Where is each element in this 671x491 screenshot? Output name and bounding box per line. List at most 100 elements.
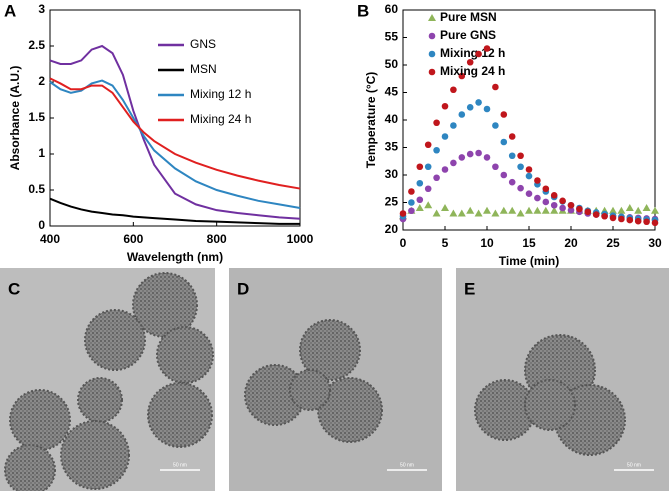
point [475, 50, 482, 58]
point [542, 185, 550, 193]
point [525, 166, 533, 173]
legend-label: Mixing 12 h [190, 87, 251, 101]
legend-label: MSN [190, 62, 217, 76]
point [492, 83, 499, 91]
y-axis-label: Absorbance (A.U.) [8, 66, 22, 171]
point [625, 204, 634, 211]
point [500, 138, 508, 146]
point [534, 177, 541, 184]
point [483, 154, 491, 161]
point [416, 163, 424, 171]
point [584, 208, 592, 216]
point [617, 206, 626, 214]
point [592, 211, 600, 218]
point [424, 163, 432, 171]
point [542, 198, 550, 206]
legend-swatch [428, 14, 436, 21]
point [449, 209, 458, 217]
point [508, 206, 517, 214]
point [651, 206, 659, 214]
point [483, 45, 491, 52]
scale-label: 50 nm [173, 462, 187, 468]
x-tick-label: 600 [123, 232, 143, 246]
point [408, 207, 415, 215]
point [450, 86, 457, 94]
x-tick-label: 10 [480, 236, 494, 250]
y-tick-label: 50 [385, 57, 399, 71]
point [601, 212, 608, 220]
point [416, 179, 424, 187]
point [634, 206, 643, 214]
scale-label: 50 nm [400, 462, 414, 468]
point [550, 192, 558, 199]
y-tick-label: 20 [385, 222, 399, 236]
point [559, 204, 566, 212]
point [559, 197, 566, 205]
line-series [49, 77, 301, 190]
point [508, 133, 516, 140]
point [458, 111, 466, 118]
x-tick-label: 20 [564, 236, 578, 250]
point [415, 204, 424, 211]
point [458, 154, 466, 161]
y-tick-label: 55 [385, 30, 399, 44]
point [525, 172, 533, 180]
legend-label: GNS [190, 37, 216, 51]
y-tick-label: 0.5 [28, 182, 45, 196]
line-series [49, 79, 301, 209]
point [466, 206, 475, 214]
point [508, 152, 516, 160]
legend-label: Mixing 24 h [190, 112, 251, 126]
tem-e [456, 268, 669, 491]
plot-frame [402, 9, 656, 231]
point [450, 159, 457, 167]
x-tick-label: 25 [606, 236, 620, 250]
point [450, 122, 457, 129]
panel-label: E [464, 279, 475, 298]
point [492, 122, 499, 129]
legend-label: Pure GNS [440, 28, 496, 42]
point [643, 218, 650, 226]
point [499, 206, 508, 214]
point [433, 119, 440, 127]
point [483, 105, 491, 113]
point [399, 210, 407, 217]
point [550, 206, 559, 214]
point [432, 209, 441, 217]
y-tick-label: 60 [385, 2, 399, 16]
point [466, 58, 474, 66]
y-tick-label: 30 [385, 167, 399, 181]
point [474, 209, 483, 217]
legend-label: Mixing 24 h [440, 64, 505, 78]
x-tick-label: 400 [40, 232, 60, 246]
legend-label: Mixing 12 h [440, 46, 505, 60]
legend-swatch [428, 50, 436, 58]
point [424, 141, 432, 149]
point [433, 174, 440, 182]
point [500, 171, 508, 179]
y-tick-label: 1.5 [28, 110, 45, 124]
scale-label: 50 nm [627, 462, 641, 468]
y-tick-label: 35 [385, 140, 399, 154]
point [416, 196, 424, 204]
point [491, 209, 500, 217]
point [492, 163, 499, 171]
x-tick-label: 15 [522, 236, 536, 250]
point [466, 150, 474, 158]
y-tick-label: 45 [385, 85, 399, 99]
y-tick-label: 3 [38, 2, 45, 16]
tem-d [229, 268, 442, 491]
point [525, 190, 533, 197]
point [609, 214, 617, 222]
line-series [49, 44, 301, 220]
y-tick-label: 2 [38, 74, 45, 88]
point [517, 184, 524, 192]
point [541, 206, 550, 214]
y-tick-label: 25 [385, 195, 399, 209]
point [441, 133, 449, 140]
point [642, 204, 651, 211]
point [567, 206, 575, 214]
point [576, 205, 583, 213]
legend-swatch [428, 32, 436, 40]
